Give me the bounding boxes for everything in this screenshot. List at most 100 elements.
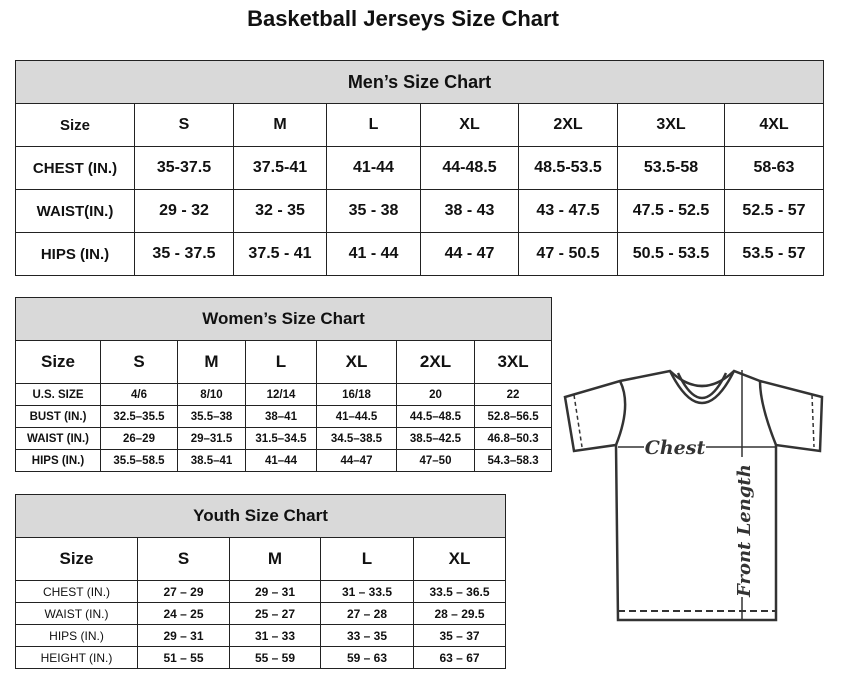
table-cell: 52.5 - 57 [724,189,824,233]
table-cell: XL [316,340,397,384]
table-cell: L [326,103,421,147]
table-row: HIPS (IN.) 29 – 31 31 – 33 33 – 35 35 – 37 [15,624,507,647]
table-cell: 38 - 43 [420,189,519,233]
mens-table-title: Men’s Size Chart [15,60,824,104]
row-label: WAIST (IN.) [15,602,138,625]
table-cell: 38.5–41 [177,449,246,472]
table-cell: 27 – 29 [137,580,230,603]
table-cell: 25 – 27 [229,602,321,625]
table-cell: 16/18 [316,383,397,406]
row-label: HIPS (IN.) [15,232,135,276]
table-row: HIPS (IN.) 35.5–58.5 38.5–41 41–44 44–47 47–5… [15,449,553,472]
table-row: WAIST(IN.) 29 - 32 32 - 35 35 - 38 38 - 43 43… [15,189,824,233]
table-cell: M [177,340,246,384]
table-cell: 35.5–58.5 [100,449,178,472]
table-cell: 53.5-58 [617,146,725,190]
womens-table-title: Women’s Size Chart [14,297,553,341]
table-cell: XL [420,103,519,147]
table-cell: 27 – 28 [320,602,414,625]
table-cell: L [320,537,414,581]
row-label: CHEST (IN.) [15,146,135,190]
table-cell: M [229,537,321,581]
table-cell: 8/10 [177,383,246,406]
row-label: HEIGHT (IN.) [15,646,138,669]
table-cell: 33 – 35 [320,624,414,647]
table-cell: 47 - 50.5 [518,232,618,276]
table-cell: 51 – 55 [137,646,230,669]
table-cell: 2XL [518,103,618,147]
table-cell: 46.8–50.3 [473,427,553,450]
table-cell: 48.5-53.5 [518,146,618,190]
table-cell: 35 - 37.5 [134,232,234,276]
row-label: HIPS (IN.) [15,449,101,472]
table-cell: 24 – 25 [137,602,230,625]
table-cell: S [134,103,234,147]
table-cell: 31.5–34.5 [245,427,317,450]
jersey-diagram: Chest Front Length [563,369,824,622]
table-row: WAIST (IN.) 26–29 29–31.5 31.5–34.5 34.5–38.… [15,427,553,450]
table-cell: 47–50 [396,449,475,472]
table-cell: 28 – 29.5 [412,602,507,625]
table-cell: 55 – 59 [229,646,321,669]
table-cell: 38–41 [245,405,317,428]
chest-label: Chest [645,437,706,459]
table-cell: 44 - 47 [420,232,519,276]
table-row: WAIST (IN.) 24 – 25 25 – 27 27 – 28 28 – 29.… [15,602,507,625]
table-row: HEIGHT (IN.) 51 – 55 55 – 59 59 – 63 63 – 67 [15,646,507,669]
table-cell: 29 – 31 [137,624,230,647]
table-cell: M [233,103,327,147]
table-cell: 44-48.5 [420,146,519,190]
table-cell: XL [412,537,507,581]
table-cell: 41–44 [245,449,317,472]
table-cell: 22 [473,383,553,406]
front-length-label: Front Length [734,464,755,598]
table-cell: 31 – 33 [229,624,321,647]
table-cell: 26–29 [100,427,178,450]
table-cell: S [100,340,178,384]
table-cell: 4XL [724,103,824,147]
table-row: Size S M L XL [15,537,507,581]
table-cell: 44–47 [316,449,397,472]
table-cell: 32 - 35 [233,189,327,233]
row-label: U.S. SIZE [15,383,101,406]
table-cell: 41-44 [326,146,421,190]
youth-size-table: Youth Size Chart Size S M L XL CHEST (IN.) 27 … [14,494,507,669]
mens-size-table: Men’s Size Chart Size S M L XL 2XL 3XL 4XL CHEST… [15,60,824,276]
table-row: CHEST (IN.) 27 – 29 29 – 31 31 – 33.5 33.5 –… [15,580,507,603]
table-cell: 4/6 [100,383,178,406]
table-cell: 43 - 47.5 [518,189,618,233]
table-row: BUST (IN.) 32.5–35.5 35.5–38 38–41 41–44.5 44… [15,405,553,428]
table-cell: 37.5-41 [233,146,327,190]
womens-size-table: Women’s Size Chart Size S M L XL 2XL 3XL U.S. S… [14,297,553,472]
table-cell: 31 – 33.5 [320,580,414,603]
table-cell: 2XL [396,340,475,384]
table-cell: 53.5 - 57 [724,232,824,276]
table-cell: L [245,340,317,384]
table-cell: 29–31.5 [177,427,246,450]
row-label: CHEST (IN.) [15,580,138,603]
row-label: Size [15,537,138,581]
table-cell: 35 – 37 [412,624,507,647]
row-label: WAIST(IN.) [15,189,135,233]
table-cell: 63 – 67 [412,646,507,669]
table-row: CHEST (IN.) 35-37.5 37.5-41 41-44 44-48.5 48.… [15,146,824,190]
table-cell: 58-63 [724,146,824,190]
table-row: Size S M L XL 2XL 3XL 4XL [15,103,824,147]
table-cell: 44.5–48.5 [396,405,475,428]
table-cell: 34.5–38.5 [316,427,397,450]
table-cell: 20 [396,383,475,406]
table-cell: S [137,537,230,581]
table-cell: 38.5–42.5 [396,427,475,450]
table-cell: 3XL [617,103,725,147]
youth-table-title: Youth Size Chart [14,494,507,538]
table-cell: 33.5 – 36.5 [412,580,507,603]
table-cell: 35 - 38 [326,189,421,233]
table-cell: 37.5 - 41 [233,232,327,276]
row-label: BUST (IN.) [15,405,101,428]
table-cell: 50.5 - 53.5 [617,232,725,276]
table-cell: 35.5–38 [177,405,246,428]
table-cell: 52.8–56.5 [473,405,553,428]
table-cell: 35-37.5 [134,146,234,190]
table-cell: 29 – 31 [229,580,321,603]
table-cell: 32.5–35.5 [100,405,178,428]
